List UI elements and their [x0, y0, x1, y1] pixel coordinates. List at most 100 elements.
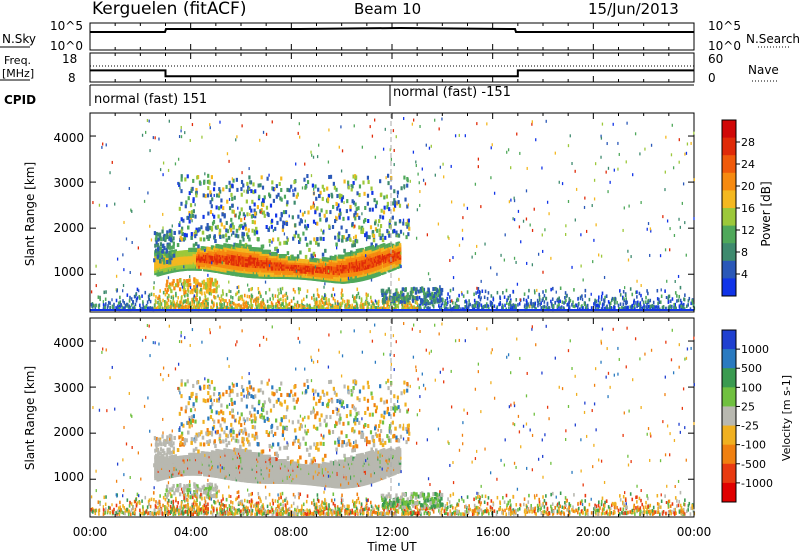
power-cell [496, 305, 499, 309]
power-cell [206, 278, 209, 283]
power-cell [370, 186, 373, 191]
power-cell [269, 304, 271, 309]
power-cell [316, 304, 318, 308]
power-cell [145, 305, 147, 309]
power-cell [542, 296, 544, 301]
power-cell [337, 237, 341, 242]
power-cell [635, 290, 637, 295]
power-cell [394, 291, 397, 296]
power-cell [468, 299, 470, 303]
power-cell [294, 187, 297, 192]
power-cell [660, 294, 663, 299]
power-cell [214, 282, 218, 287]
power-cell [403, 296, 406, 301]
power-cell [385, 289, 388, 294]
power-cell [312, 251, 316, 256]
power-cell [242, 302, 245, 307]
power-cell [624, 293, 627, 297]
power-cell [530, 298, 532, 303]
power-cell [210, 225, 213, 230]
power-cell [302, 297, 305, 302]
power-cell [552, 304, 555, 309]
power-cell [600, 307, 603, 311]
power-cell [230, 244, 233, 249]
power-cell [398, 263, 402, 269]
power-cell [405, 295, 408, 300]
power-cell [339, 306, 341, 310]
power-cell [155, 240, 158, 245]
power-cell [166, 260, 169, 265]
power-cell [195, 291, 198, 296]
power-cell [386, 205, 389, 210]
power-cell [268, 287, 271, 292]
power-cell [329, 174, 333, 179]
power-cell [462, 307, 464, 311]
power-cell [285, 302, 287, 306]
power-cell [235, 292, 237, 297]
power-cell [426, 290, 429, 295]
power-cell [491, 306, 493, 311]
power-cell [416, 301, 418, 305]
power-cell [219, 218, 222, 223]
power-cell [456, 305, 458, 310]
power-cell [180, 174, 183, 179]
power-cell [408, 226, 411, 231]
power-cell [369, 295, 372, 300]
power-cell [375, 300, 378, 304]
power-cell [597, 299, 600, 303]
power-cell [231, 183, 234, 188]
power-cell [196, 279, 199, 284]
power-cell [228, 289, 230, 293]
power-cell [158, 294, 161, 299]
power-cell [646, 289, 648, 293]
power-cell [372, 233, 376, 238]
power-cell [196, 281, 200, 286]
power-cell [188, 210, 191, 215]
power-cell [401, 294, 404, 299]
power-cell [244, 302, 246, 306]
power-cell [347, 216, 350, 221]
power-cell [362, 302, 364, 307]
power-cell [184, 131, 186, 135]
power-cell [319, 190, 322, 195]
cpid-panel: CPID normal (fast) 151 normal (fast) -15… [4, 84, 694, 107]
power-cell [398, 294, 402, 299]
power-cell [246, 189, 249, 194]
power-cell [396, 292, 399, 297]
power-cell [581, 294, 583, 298]
power-cell [353, 306, 355, 310]
power-cell [546, 301, 549, 306]
power-cell [676, 299, 678, 303]
power-cell [177, 281, 180, 286]
power-cell [183, 236, 187, 241]
power-cell [563, 301, 565, 305]
power-cell [128, 304, 130, 308]
power-cell [383, 295, 386, 300]
power-cell [196, 297, 198, 302]
power-cell [670, 306, 672, 311]
power-cell [199, 297, 201, 301]
power-cell [118, 306, 121, 311]
power-cell [439, 297, 443, 302]
power-cell [449, 288, 452, 293]
power-cell [438, 304, 440, 308]
power-cell [680, 306, 683, 311]
power-cell [295, 194, 298, 199]
power-cell [352, 200, 356, 205]
power-cell [650, 304, 653, 309]
power-cell [299, 250, 302, 255]
power-cell [580, 304, 583, 309]
power-cell [353, 243, 356, 248]
power-cell [319, 217, 322, 222]
power-cell [166, 302, 169, 306]
power-cell [328, 224, 331, 229]
power-cell [186, 279, 189, 284]
power-cell [502, 291, 504, 295]
power-cell [543, 304, 546, 309]
power-cell [213, 234, 216, 239]
power-cell [467, 305, 470, 309]
power-cell [586, 303, 589, 308]
power-cell [341, 293, 344, 298]
power-cell [277, 294, 279, 299]
power-cell [629, 305, 632, 309]
